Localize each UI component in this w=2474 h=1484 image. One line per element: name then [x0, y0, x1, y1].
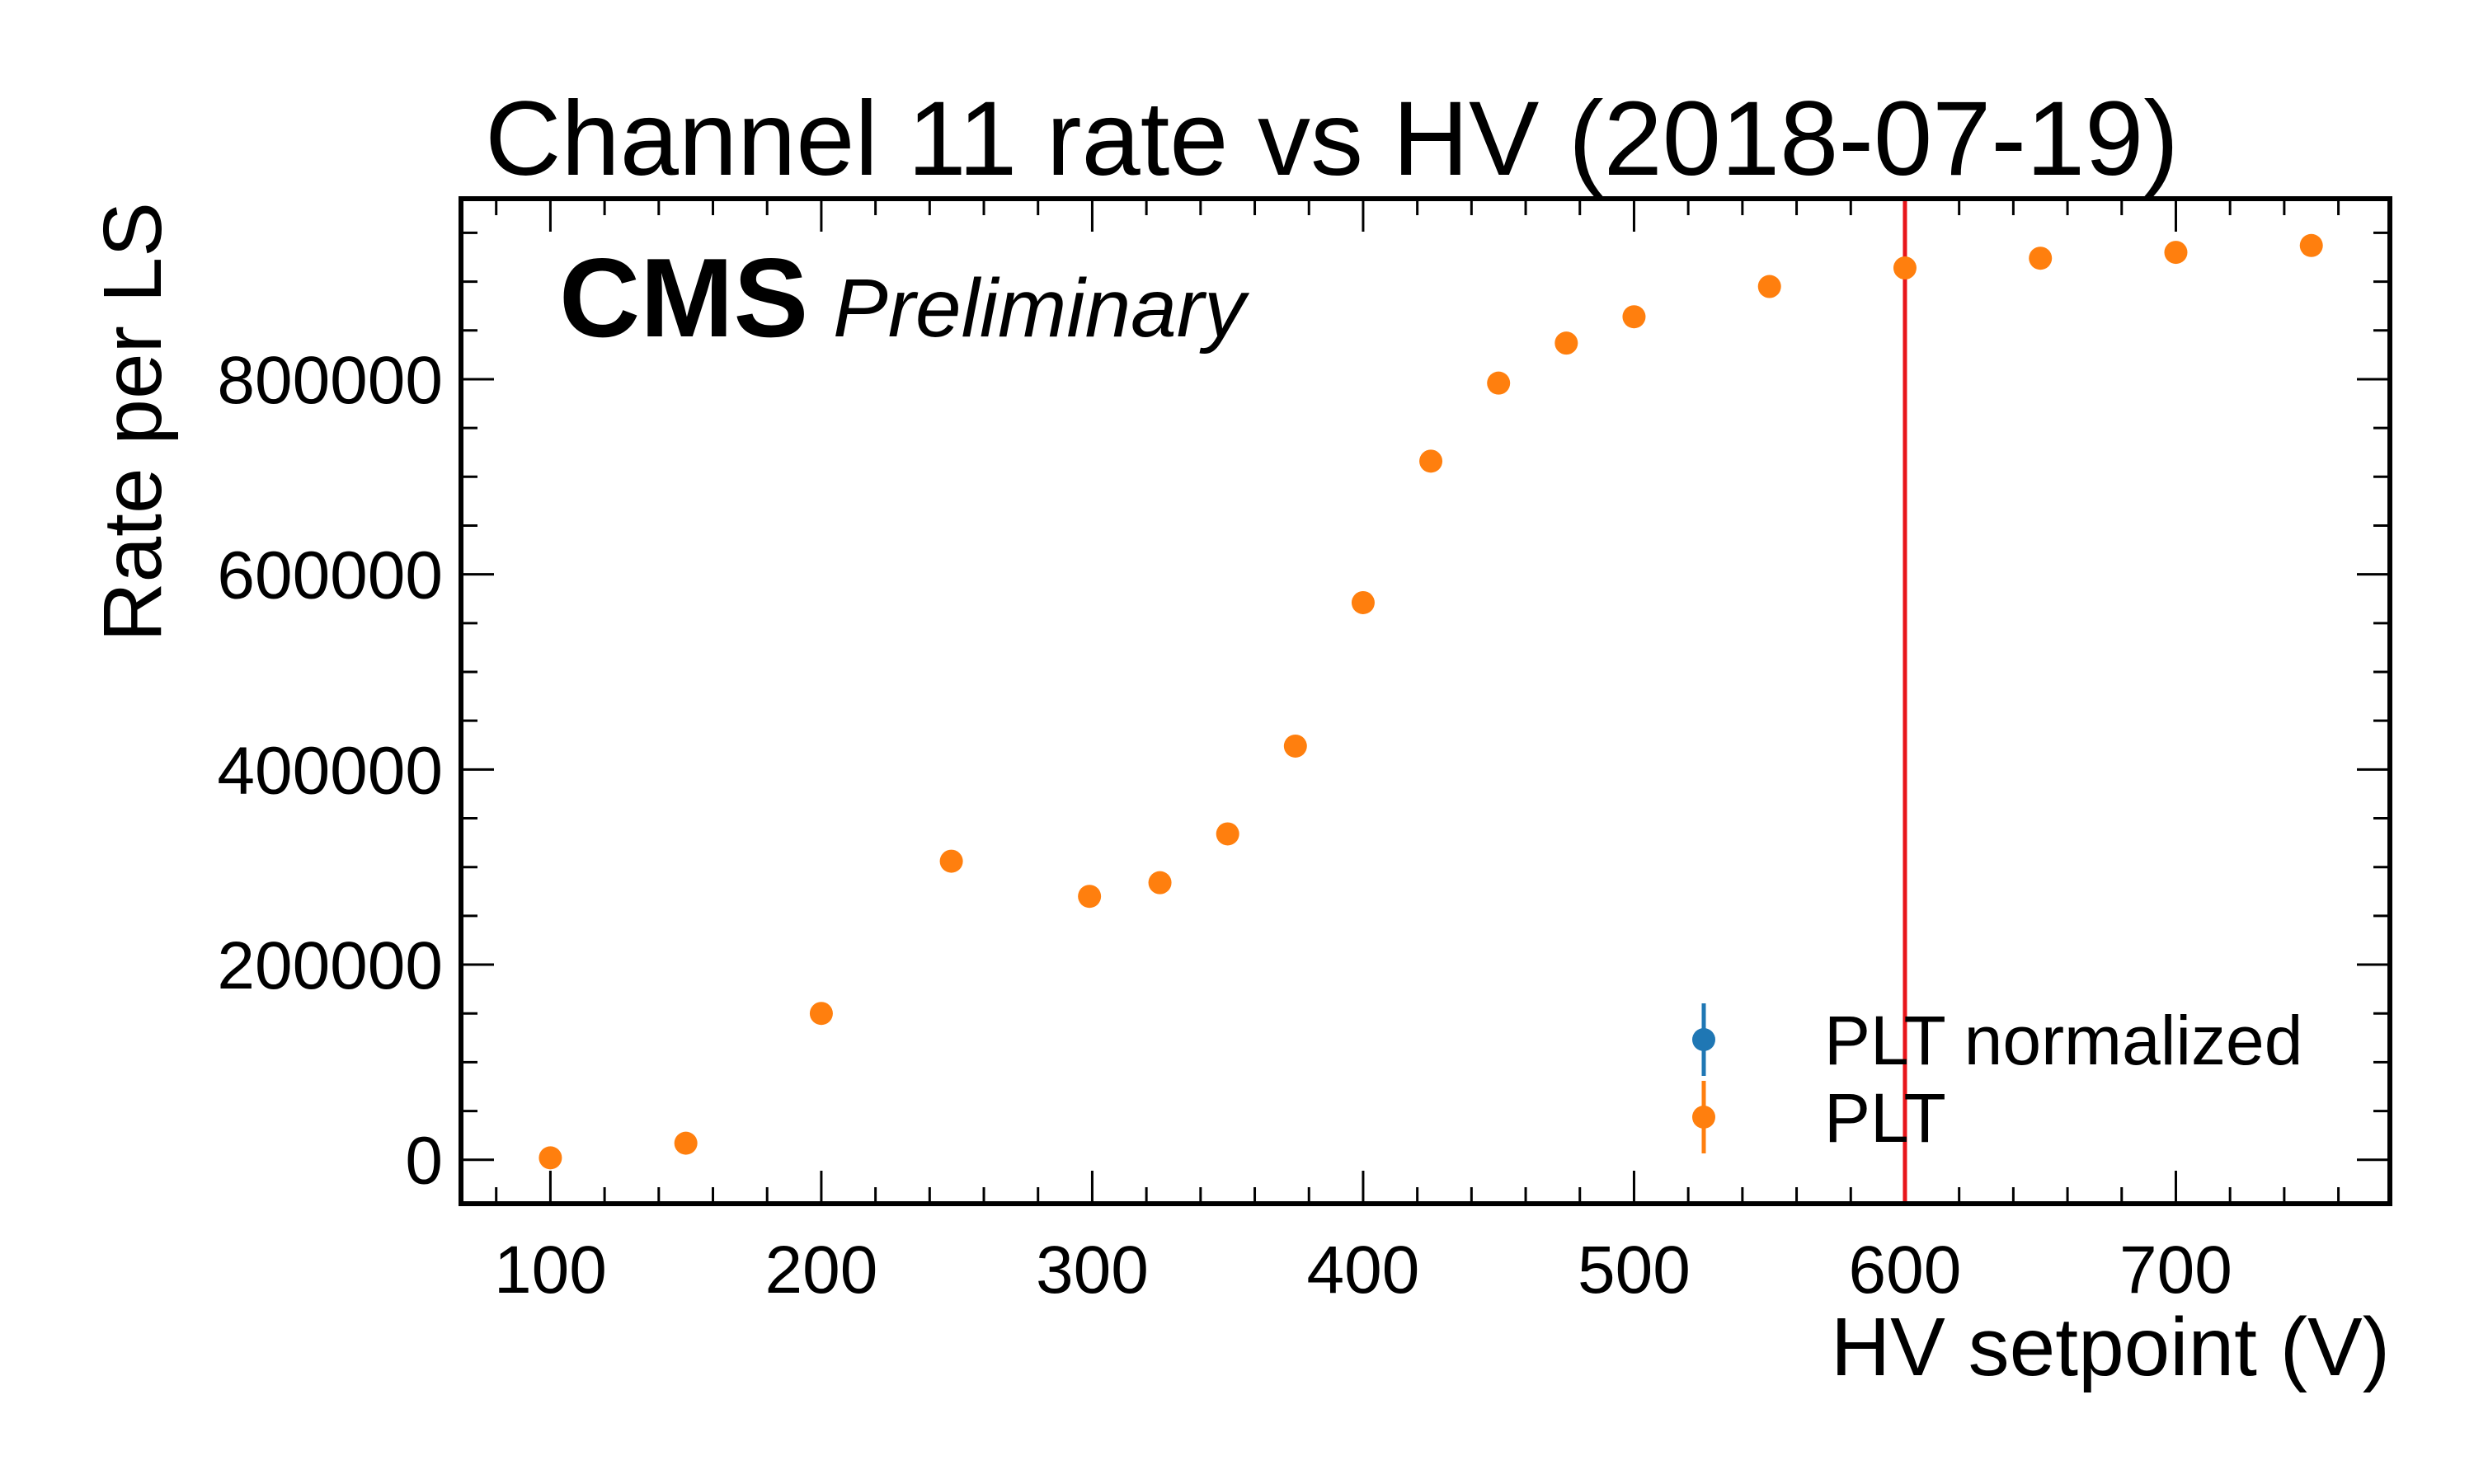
x-tick-label: 600 [1849, 1233, 1962, 1308]
legend-marker [1692, 1028, 1715, 1051]
x-tick-label: 400 [1307, 1233, 1420, 1308]
y-axis-label: Rate per LS [87, 202, 179, 642]
data-point [2299, 233, 2323, 257]
data-point [1487, 371, 1511, 395]
data-point [1757, 275, 1781, 298]
data-point [1078, 885, 1102, 909]
data-point [939, 849, 963, 873]
data-point [1216, 822, 1239, 846]
legend-entry: PLT normalized [1824, 1002, 2303, 1079]
chart-title: Channel 11 rate vs HV (2018-07-19) [485, 80, 2179, 198]
x-axis-label: HV setpoint (V) [1831, 1301, 2390, 1393]
plot-area: 100 200 300 400 500 600 700 0 200000 400000 600000… [217, 196, 2392, 1308]
tick-labels: 100 200 300 400 500 600 700 0 200000 400000 600000… [217, 343, 2232, 1308]
plot-frame [459, 196, 2392, 1206]
data-point [1283, 734, 1307, 758]
x-tick-label: 500 [1578, 1233, 1691, 1308]
x-tick-label: 100 [494, 1233, 607, 1308]
legend-entry: PLT [1824, 1079, 1946, 1157]
data-point [1893, 256, 1917, 280]
data-point [2164, 241, 2188, 265]
y-tick-label: 400000 [217, 733, 443, 808]
y-tick-label: 200000 [217, 928, 443, 1003]
y-tick-label: 600000 [217, 538, 443, 613]
data-point [809, 1002, 833, 1026]
y-tick-label: 0 [405, 1124, 443, 1199]
data-point [2029, 247, 2053, 270]
status-label: Preliminary [833, 262, 1250, 355]
axis-ticks [461, 199, 2390, 1204]
data-point [1419, 449, 1443, 473]
data-point [674, 1131, 698, 1155]
data-point [1351, 590, 1375, 614]
data-point [1622, 305, 1646, 329]
x-tick-label: 300 [1036, 1233, 1149, 1308]
x-tick-label: 700 [2119, 1233, 2232, 1308]
experiment-label: CMS [559, 235, 808, 360]
data-point [1554, 331, 1578, 355]
data-points [539, 233, 2323, 1170]
y-tick-label: 800000 [217, 343, 443, 418]
data-point [539, 1146, 562, 1170]
data-point [1148, 871, 1172, 895]
legend-marker [1692, 1106, 1715, 1129]
x-tick-label: 200 [765, 1233, 878, 1308]
